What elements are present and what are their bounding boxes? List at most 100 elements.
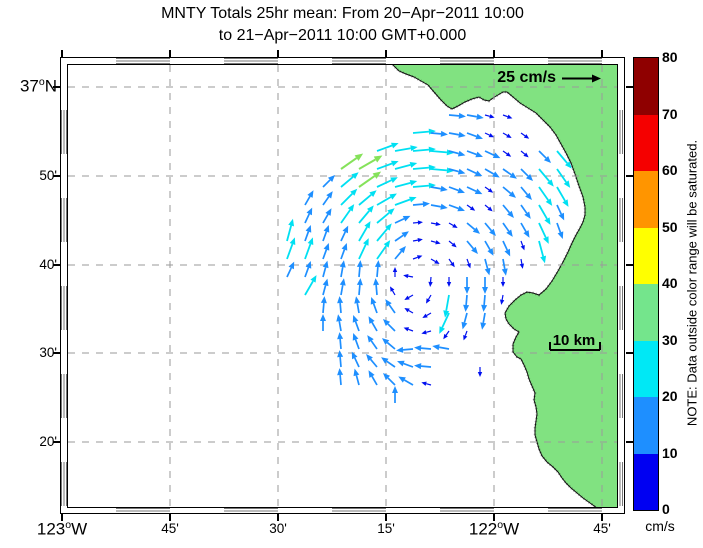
- current-vector: [354, 296, 361, 314]
- current-vector: [466, 240, 478, 255]
- current-vector: [502, 168, 517, 179]
- axis-tick-label-x: 15': [377, 521, 395, 536]
- current-vector: [502, 114, 513, 119]
- current-vector: [448, 150, 466, 157]
- axis-tick-label-y: 50': [39, 168, 57, 183]
- axis-tick-label-x: 122oW: [468, 519, 520, 539]
- current-vector: [392, 267, 398, 277]
- current-vector: [466, 222, 481, 234]
- current-vector: [304, 275, 317, 296]
- axis-tick-label-x: 30': [269, 521, 287, 536]
- current-vector: [556, 186, 569, 207]
- current-vector: [412, 220, 423, 225]
- current-vector: [426, 294, 432, 304]
- current-vector: [392, 386, 398, 403]
- current-vector: [304, 207, 313, 224]
- current-vector: [461, 312, 468, 330]
- current-vector: [339, 278, 346, 296]
- current-vector: [394, 196, 417, 206]
- current-vector: [430, 240, 441, 245]
- current-vector: [382, 318, 396, 332]
- current-vector: [381, 338, 396, 350]
- current-vector: [337, 332, 344, 350]
- current-vector: [320, 296, 327, 314]
- current-vector: [353, 368, 360, 386]
- current-vector: [382, 372, 396, 386]
- current-vector: [394, 231, 409, 242]
- current-vector: [370, 297, 378, 314]
- current-vector: [394, 161, 418, 170]
- axis-tick-x: [601, 514, 603, 521]
- current-vector: [448, 168, 466, 175]
- frame-band-left: [61, 66, 67, 506]
- current-vector: [484, 150, 501, 159]
- colorbar-tick-label: 60: [662, 162, 678, 178]
- colorbar-band: [634, 227, 658, 284]
- current-vector: [520, 150, 529, 158]
- current-vector: [403, 327, 414, 332]
- axis-tick-y: [53, 175, 60, 177]
- current-vector: [374, 260, 381, 278]
- colorbar-tick-label: 80: [662, 49, 678, 65]
- current-vector: [502, 150, 512, 157]
- current-vector: [502, 204, 514, 219]
- current-vector: [499, 294, 505, 305]
- current-vector: [484, 222, 496, 237]
- current-vector: [367, 335, 378, 350]
- current-vector: [394, 145, 418, 152]
- current-vector: [414, 363, 432, 370]
- chart-title-line1: MNTY Totals 25hr mean: From 20−Apr−2011 …: [161, 5, 524, 22]
- current-vector: [356, 278, 363, 296]
- current-vector: [385, 299, 396, 314]
- distance-scale-bar: [549, 342, 601, 351]
- current-vector: [421, 330, 432, 335]
- current-vector: [448, 186, 465, 194]
- current-vector: [430, 185, 448, 192]
- current-vector: [466, 204, 476, 211]
- current-vector: [432, 344, 450, 351]
- current-vector: [404, 294, 414, 300]
- frame-band-right: [617, 66, 623, 506]
- current-vector: [502, 132, 512, 138]
- colorbar-tick-label: 50: [662, 218, 678, 235]
- current-vector: [520, 186, 532, 201]
- current-vector: [340, 172, 359, 188]
- current-vector: [304, 225, 312, 242]
- axis-tick-label-y: 37oN: [19, 76, 57, 96]
- map-frame-inner: [67, 64, 618, 508]
- current-vector: [358, 205, 374, 224]
- colorbar-band: [634, 114, 658, 171]
- axis-tick-label-x: 45': [161, 521, 179, 536]
- current-vector: [412, 128, 436, 135]
- axis-tick-y: [53, 86, 60, 88]
- current-vector: [484, 168, 500, 178]
- current-vector: [390, 286, 396, 296]
- current-vector: [538, 222, 549, 244]
- axis-tick-label-y: 20': [39, 434, 57, 449]
- current-vector: [414, 345, 432, 352]
- current-vector: [556, 168, 571, 188]
- current-vector: [446, 277, 452, 287]
- current-vector: [430, 203, 448, 210]
- axis-tick-x-top: [61, 50, 63, 57]
- axis-tick-x-top: [385, 50, 387, 57]
- current-vector: [412, 182, 436, 189]
- current-vector: [502, 222, 513, 237]
- current-vector: [304, 237, 314, 260]
- scale-arrow-icon: [562, 74, 601, 83]
- axis-tick-x: [493, 514, 495, 521]
- current-vector: [340, 225, 349, 242]
- current-vector: [396, 346, 414, 353]
- colorbar-band: [634, 284, 658, 341]
- current-vector: [482, 277, 488, 294]
- current-vector: [376, 142, 399, 152]
- current-vector: [376, 208, 395, 224]
- current-vector: [397, 360, 414, 368]
- current-vector: [480, 312, 487, 330]
- coastline: [392, 65, 597, 507]
- current-vector: [352, 333, 360, 350]
- current-vector: [356, 260, 363, 278]
- current-vector: [286, 261, 295, 278]
- current-vector-map: [68, 65, 617, 507]
- current-vector: [443, 294, 450, 318]
